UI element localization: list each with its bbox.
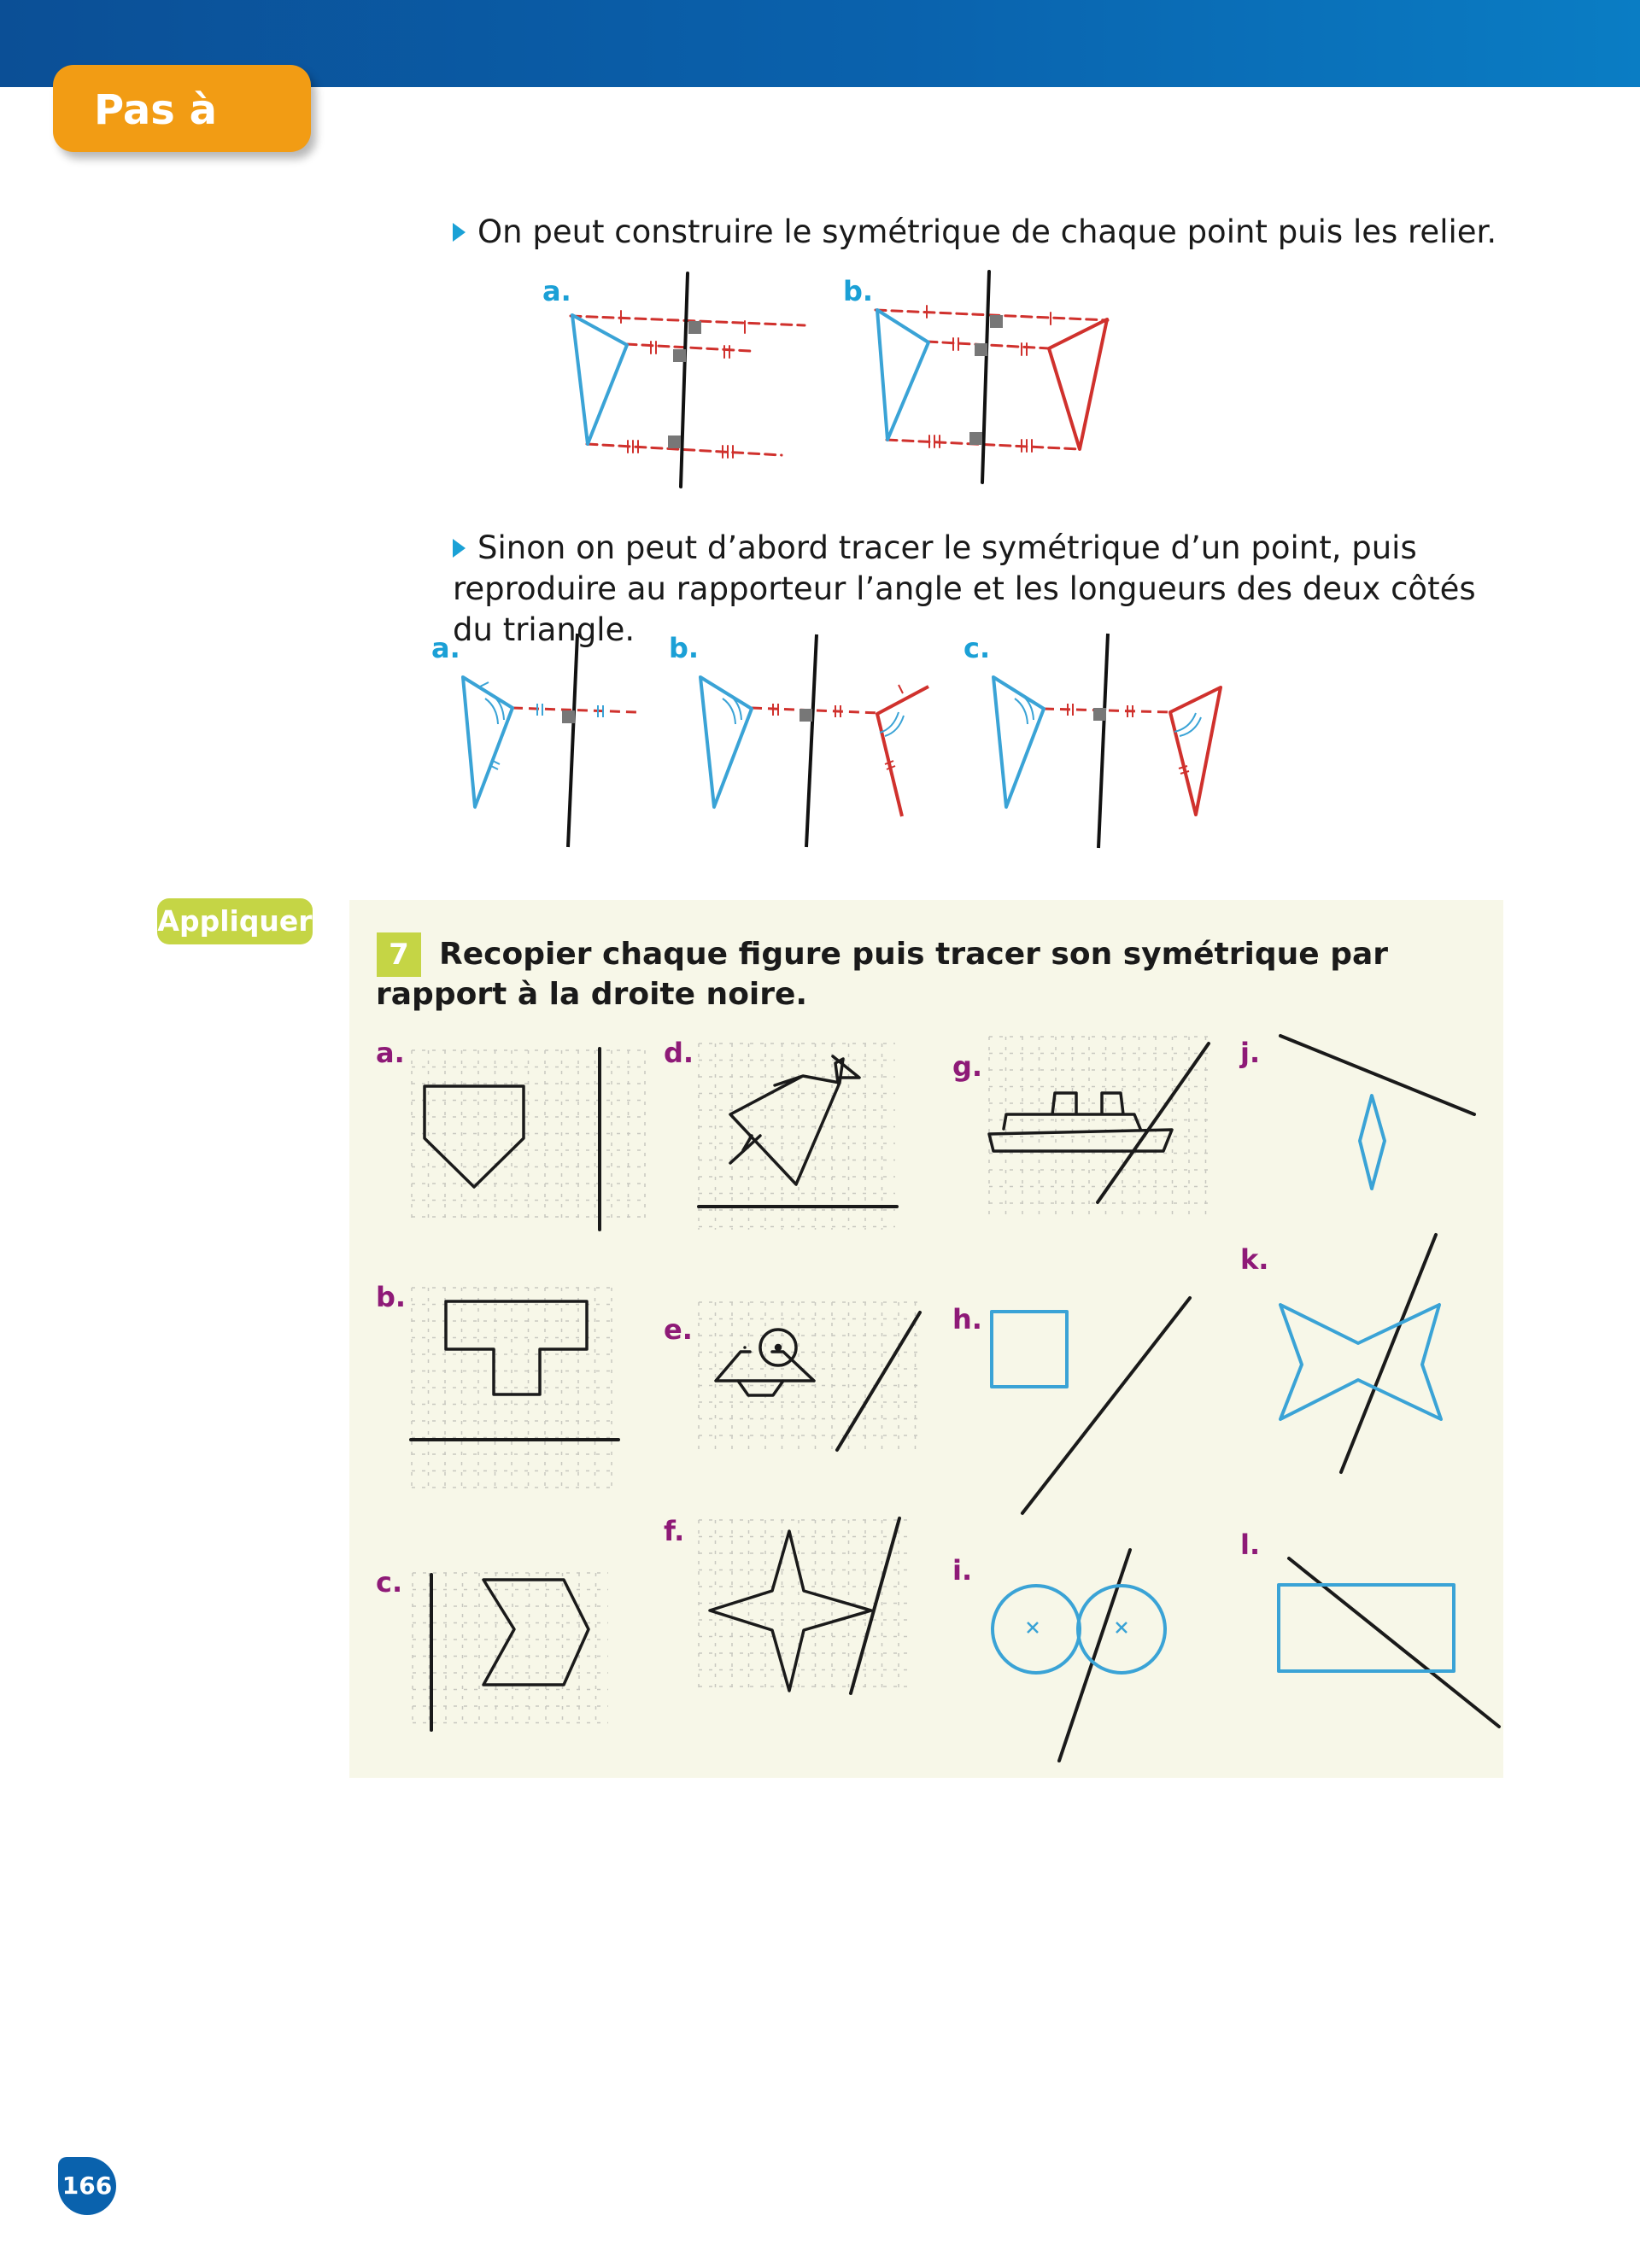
figure-g bbox=[987, 1042, 1210, 1204]
ex-label-h: h. bbox=[952, 1303, 982, 1336]
ex-label-f: f. bbox=[664, 1515, 685, 1547]
grid-g bbox=[988, 1036, 1211, 1219]
step1-instruction: On peut construire le symétrique de chaq… bbox=[453, 212, 1520, 253]
fig2-a bbox=[461, 633, 637, 848]
figure-k bbox=[1339, 1233, 1438, 1474]
figure-k-bowtie bbox=[1279, 1303, 1443, 1421]
figure-h-square bbox=[990, 1310, 1069, 1388]
fig2-label-b: b. bbox=[669, 632, 700, 664]
step2-figures bbox=[461, 633, 1222, 849]
fig2-c bbox=[992, 633, 1222, 849]
step1-text: On peut construire le symétrique de chaq… bbox=[477, 213, 1497, 250]
fig1-label-a: a. bbox=[542, 275, 571, 307]
exercise-panel bbox=[349, 900, 1503, 1778]
grid-e bbox=[698, 1301, 921, 1452]
grid-f bbox=[698, 1519, 914, 1691]
exercise-number: 7 bbox=[377, 932, 421, 977]
figure-e bbox=[714, 1311, 922, 1452]
ex-label-c: c. bbox=[376, 1566, 403, 1599]
ex-label-d: d. bbox=[664, 1037, 694, 1069]
ex-label-l: l. bbox=[1240, 1529, 1261, 1561]
page-number: 166 bbox=[58, 2157, 116, 2215]
bullet-icon bbox=[453, 223, 466, 242]
ex-label-k: k. bbox=[1240, 1243, 1269, 1276]
ex-label-j: j. bbox=[1240, 1037, 1261, 1069]
grid-d bbox=[698, 1043, 895, 1230]
grid-b bbox=[411, 1287, 617, 1490]
fig1-a bbox=[569, 272, 806, 488]
figure-a bbox=[423, 1047, 601, 1231]
figure-j-rhombus bbox=[1358, 1094, 1386, 1190]
figure-b bbox=[409, 1300, 620, 1441]
appliquer-badge: Appliquer bbox=[157, 898, 313, 944]
ex-label-b: b. bbox=[376, 1281, 407, 1313]
figure-j bbox=[1279, 1034, 1476, 1116]
ex-label-g: g. bbox=[952, 1050, 983, 1083]
exercise-instruction: Recopier chaque figure puis tracer son s… bbox=[376, 937, 1389, 1012]
fig1-b bbox=[874, 270, 1110, 484]
fig2-b bbox=[699, 634, 929, 848]
ex-label-a: a. bbox=[376, 1037, 405, 1069]
figure-c bbox=[430, 1573, 590, 1732]
step1-figures bbox=[569, 270, 1110, 488]
ex-label-i: i. bbox=[952, 1554, 973, 1587]
step2-text: Sinon on peut d’abord tracer le symétriq… bbox=[453, 529, 1476, 648]
figure-f bbox=[708, 1517, 901, 1695]
figure-h bbox=[1021, 1296, 1192, 1515]
exercise-figures bbox=[409, 1034, 1501, 1762]
figure-i-circle-left bbox=[991, 1584, 1081, 1675]
ex-label-e: e. bbox=[664, 1313, 693, 1346]
fig1-label-b: b. bbox=[843, 275, 874, 307]
grid-a bbox=[411, 1049, 647, 1223]
step2-instruction: Sinon on peut d’abord tracer le symétriq… bbox=[453, 528, 1512, 651]
fig2-label-a: a. bbox=[431, 632, 460, 664]
fig2-label-c: c. bbox=[964, 632, 991, 664]
pas-a-pas-tab: Pas à pas bbox=[53, 65, 311, 225]
bullet-icon bbox=[453, 539, 466, 558]
figure-d bbox=[697, 1055, 899, 1208]
figure-i-circle-right bbox=[1076, 1584, 1167, 1675]
grid-c bbox=[412, 1572, 608, 1725]
figure-l-rectangle bbox=[1277, 1583, 1456, 1673]
